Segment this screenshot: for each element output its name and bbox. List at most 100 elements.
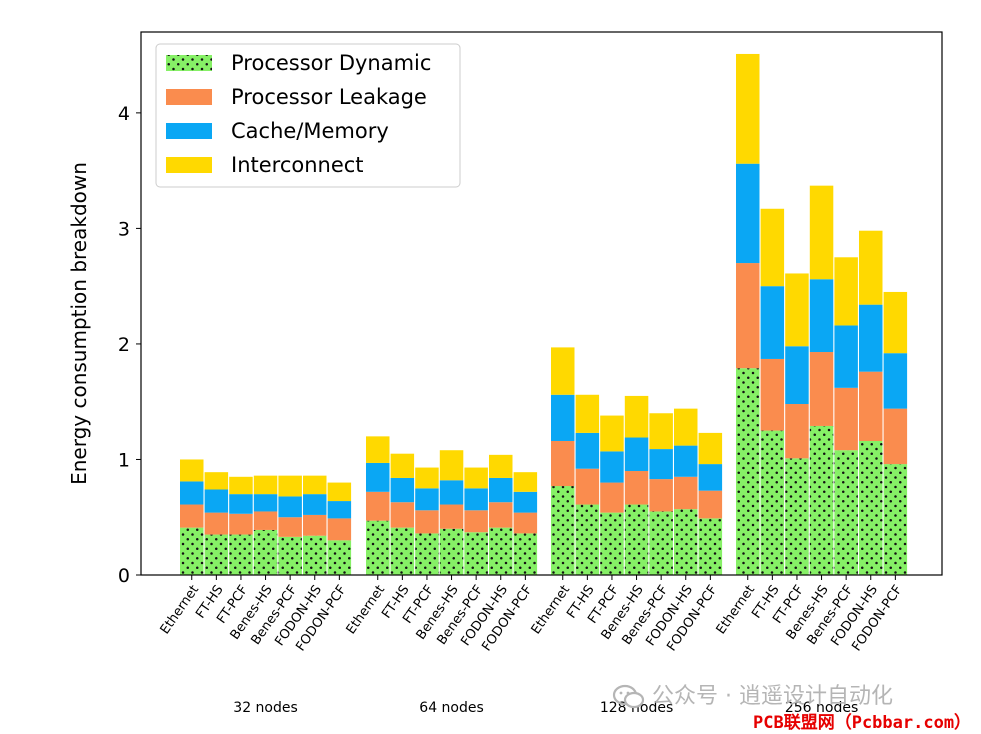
- bar-64-nodes-FT-PCF-processor-leakage: [415, 510, 439, 534]
- bar-256-nodes-FT-PCF-processor-leakage: [785, 404, 809, 459]
- group-label: 32 nodes: [233, 700, 298, 716]
- bar-256-nodes-FT-PCF-cache-memory: [785, 346, 809, 405]
- bar-32-nodes-FT-HS-processor-leakage: [204, 512, 229, 535]
- legend-label: Processor Leakage: [231, 85, 427, 109]
- plot-frame: [140, 31, 943, 576]
- bar-64-nodes-FT-HS-interconnect: [390, 453, 415, 478]
- bar-64-nodes-FODON-HS-cache-memory: [489, 477, 513, 503]
- group-label: 64 nodes: [419, 700, 484, 716]
- bar-256-nodes-Benes-HS-processor-leakage: [809, 352, 834, 426]
- bar-256-nodes-FODON-HS-cache-memory: [859, 304, 883, 372]
- bar-64-nodes-FODON-PCF-interconnect: [513, 472, 538, 492]
- bar-64-nodes-FODON-PCF-processor-dynamic: [513, 533, 538, 575]
- bar-256-nodes-Benes-PCF-processor-dynamic: [834, 450, 858, 575]
- y-axis-label: Energy consumption breakdown: [67, 162, 91, 485]
- legend-swatch: [166, 55, 212, 71]
- bar-64-nodes-FODON-PCF-processor-leakage: [513, 512, 538, 534]
- bar-32-nodes-FT-PCF-cache-memory: [229, 494, 253, 514]
- y-tick-label: 3: [118, 218, 130, 240]
- bars-layer: [180, 53, 908, 575]
- bar-256-nodes-FODON-PCF-interconnect: [883, 291, 908, 354]
- bar-64-nodes-Benes-HS-processor-dynamic: [439, 528, 464, 575]
- bar-32-nodes-Benes-PCF-interconnect: [278, 475, 302, 497]
- watermark: 公众号 · 逍遥设计自动化: [612, 678, 893, 710]
- bar-128-nodes-Ethernet-processor-leakage: [551, 440, 575, 487]
- bar-128-nodes-FODON-PCF-processor-dynamic: [698, 518, 723, 575]
- bar-64-nodes-Ethernet-processor-leakage: [366, 491, 390, 521]
- legend-label: Processor Dynamic: [231, 51, 431, 75]
- bar-128-nodes-FODON-PCF-interconnect: [698, 432, 723, 465]
- bar-128-nodes-FODON-PCF-cache-memory: [698, 464, 723, 491]
- bar-64-nodes-Ethernet-processor-dynamic: [366, 520, 390, 575]
- bar-128-nodes-FODON-PCF-processor-leakage: [698, 490, 723, 519]
- group-label: 256 nodes: [785, 700, 858, 716]
- bar-128-nodes-FT-HS-processor-leakage: [575, 468, 600, 505]
- bar-128-nodes-Benes-HS-processor-dynamic: [624, 504, 649, 575]
- bar-128-nodes-FT-PCF-processor-leakage: [600, 482, 624, 513]
- bar-32-nodes-Benes-HS-cache-memory: [253, 494, 278, 512]
- group-label: 128 nodes: [600, 700, 673, 716]
- bar-64-nodes-FT-PCF-interconnect: [415, 467, 439, 489]
- bar-256-nodes-Benes-PCF-cache-memory: [834, 325, 858, 388]
- bar-32-nodes-FODON-HS-cache-memory: [303, 494, 327, 515]
- watermark-text: 公众号 · 逍遥设计自动化: [652, 684, 893, 709]
- legend-swatch: [166, 157, 212, 173]
- bar-128-nodes-Benes-HS-processor-leakage: [624, 471, 649, 505]
- bar-64-nodes-FODON-PCF-cache-memory: [513, 491, 538, 513]
- bar-32-nodes-FT-HS-interconnect: [204, 472, 229, 490]
- y-tick-label: 4: [118, 103, 130, 125]
- bar-32-nodes-Ethernet-interconnect: [180, 459, 204, 482]
- bar-32-nodes-Benes-HS-interconnect: [253, 475, 278, 495]
- bar-256-nodes-Ethernet-processor-leakage: [736, 263, 760, 369]
- bar-32-nodes-Benes-PCF-processor-dynamic: [278, 536, 302, 575]
- bar-128-nodes-FT-PCF-processor-dynamic: [600, 512, 624, 575]
- bar-128-nodes-FT-HS-cache-memory: [575, 432, 600, 469]
- bar-64-nodes-Benes-PCF-processor-dynamic: [464, 532, 488, 575]
- bar-256-nodes-Benes-HS-processor-dynamic: [809, 425, 834, 575]
- bar-256-nodes-FODON-PCF-cache-memory: [883, 353, 908, 409]
- bar-32-nodes-Benes-HS-processor-leakage: [253, 511, 278, 530]
- legend-box: [155, 43, 461, 188]
- bar-128-nodes-Ethernet-cache-memory: [551, 394, 575, 441]
- bar-256-nodes-Ethernet-cache-memory: [736, 163, 760, 264]
- bar-32-nodes-FODON-PCF-processor-dynamic: [327, 540, 352, 575]
- bar-32-nodes-Ethernet-cache-memory: [180, 481, 204, 505]
- bar-64-nodes-Benes-PCF-processor-leakage: [464, 510, 488, 533]
- bar-256-nodes-Benes-HS-cache-memory: [809, 279, 834, 353]
- bar-32-nodes-Benes-PCF-cache-memory: [278, 496, 302, 518]
- bar-64-nodes-Benes-PCF-cache-memory: [464, 488, 488, 511]
- bar-256-nodes-FODON-HS-processor-dynamic: [859, 440, 883, 575]
- bar-128-nodes-Benes-PCF-processor-dynamic: [649, 511, 673, 575]
- bar-128-nodes-Benes-PCF-processor-leakage: [649, 479, 673, 512]
- bar-64-nodes-Benes-HS-processor-leakage: [439, 504, 464, 529]
- bar-64-nodes-Benes-HS-cache-memory: [439, 480, 464, 505]
- bar-256-nodes-Ethernet-processor-dynamic: [736, 368, 760, 575]
- bar-128-nodes-FT-PCF-interconnect: [600, 415, 624, 452]
- bar-256-nodes-FT-HS-processor-leakage: [760, 358, 785, 431]
- bar-32-nodes-FT-HS-cache-memory: [204, 489, 229, 513]
- bar-128-nodes-Ethernet-processor-dynamic: [551, 486, 575, 575]
- y-tick-label: 0: [118, 565, 130, 587]
- bar-64-nodes-Benes-HS-interconnect: [439, 450, 464, 481]
- bar-256-nodes-Benes-HS-interconnect: [809, 185, 834, 280]
- bar-128-nodes-FT-HS-interconnect: [575, 394, 600, 433]
- bar-256-nodes-Ethernet-interconnect: [736, 53, 760, 164]
- credit-text: PCB联盟网（Pcbbar.com）: [753, 713, 972, 733]
- y-tick-label: 2: [118, 334, 130, 356]
- bar-64-nodes-FODON-HS-interconnect: [489, 454, 513, 478]
- bar-128-nodes-Benes-HS-interconnect: [624, 395, 649, 438]
- bar-64-nodes-FODON-HS-processor-dynamic: [489, 527, 513, 575]
- bar-256-nodes-Benes-PCF-interconnect: [834, 257, 858, 326]
- bar-128-nodes-FODON-HS-processor-leakage: [674, 476, 698, 510]
- legend-swatch: [166, 89, 212, 105]
- bar-32-nodes-FT-HS-processor-dynamic: [204, 534, 229, 575]
- bar-128-nodes-Benes-HS-cache-memory: [624, 437, 649, 472]
- bar-64-nodes-FT-PCF-cache-memory: [415, 488, 439, 511]
- bar-128-nodes-FT-PCF-cache-memory: [600, 451, 624, 483]
- bar-256-nodes-FT-HS-processor-dynamic: [760, 430, 785, 575]
- legend-swatch: [166, 123, 212, 139]
- bar-32-nodes-FT-PCF-interconnect: [229, 476, 253, 495]
- bar-64-nodes-FT-HS-processor-dynamic: [390, 527, 415, 575]
- legend-label: Cache/Memory: [231, 119, 389, 143]
- bar-64-nodes-Benes-PCF-interconnect: [464, 467, 488, 489]
